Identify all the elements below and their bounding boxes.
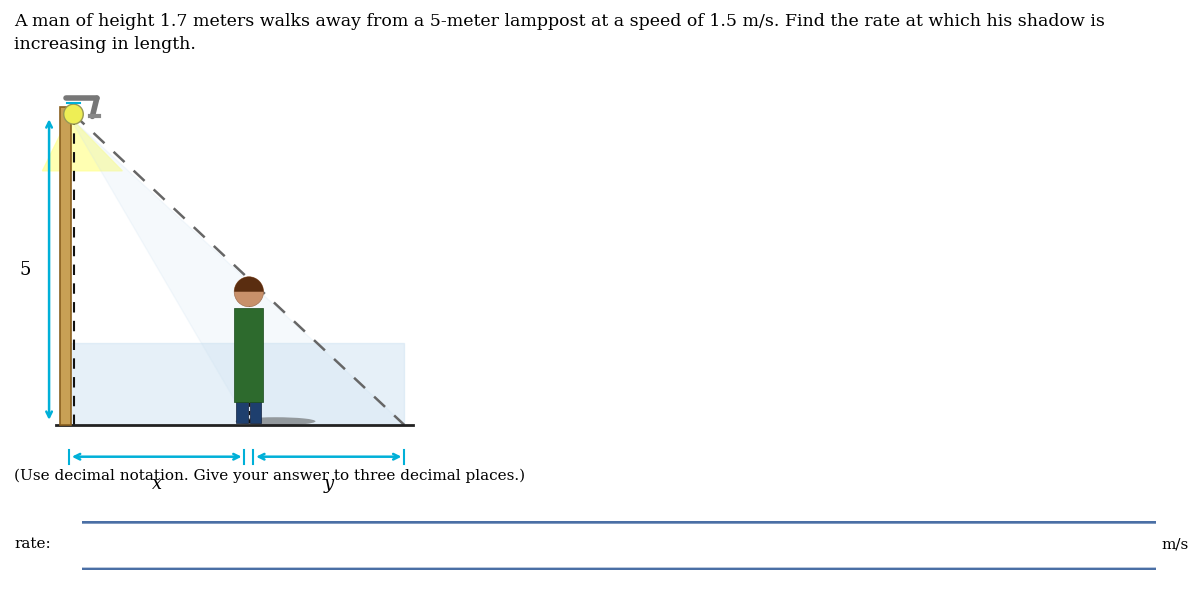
Ellipse shape (235, 417, 316, 426)
Text: m/s: m/s (1162, 537, 1189, 552)
Text: y: y (324, 475, 334, 493)
Bar (251, 353, 262, 423)
Circle shape (64, 104, 83, 124)
Bar (236, 353, 247, 423)
Circle shape (234, 277, 264, 307)
Text: A man of height 1.7 meters walks away from a 5-meter lamppost at a speed of 1.5 : A man of height 1.7 meters walks away fr… (14, 13, 1105, 30)
Text: rate:: rate: (14, 537, 52, 552)
Text: 5: 5 (20, 260, 31, 279)
FancyBboxPatch shape (52, 522, 1183, 569)
Polygon shape (70, 343, 404, 425)
Text: x: x (151, 475, 162, 493)
Text: (Use decimal notation. Give your answer to three decimal places.): (Use decimal notation. Give your answer … (14, 469, 526, 483)
Polygon shape (42, 116, 122, 171)
Text: increasing in length.: increasing in length. (14, 36, 197, 53)
Wedge shape (234, 277, 264, 292)
Polygon shape (70, 116, 404, 424)
Bar (234, 307, 263, 402)
Bar (60, 107, 71, 425)
